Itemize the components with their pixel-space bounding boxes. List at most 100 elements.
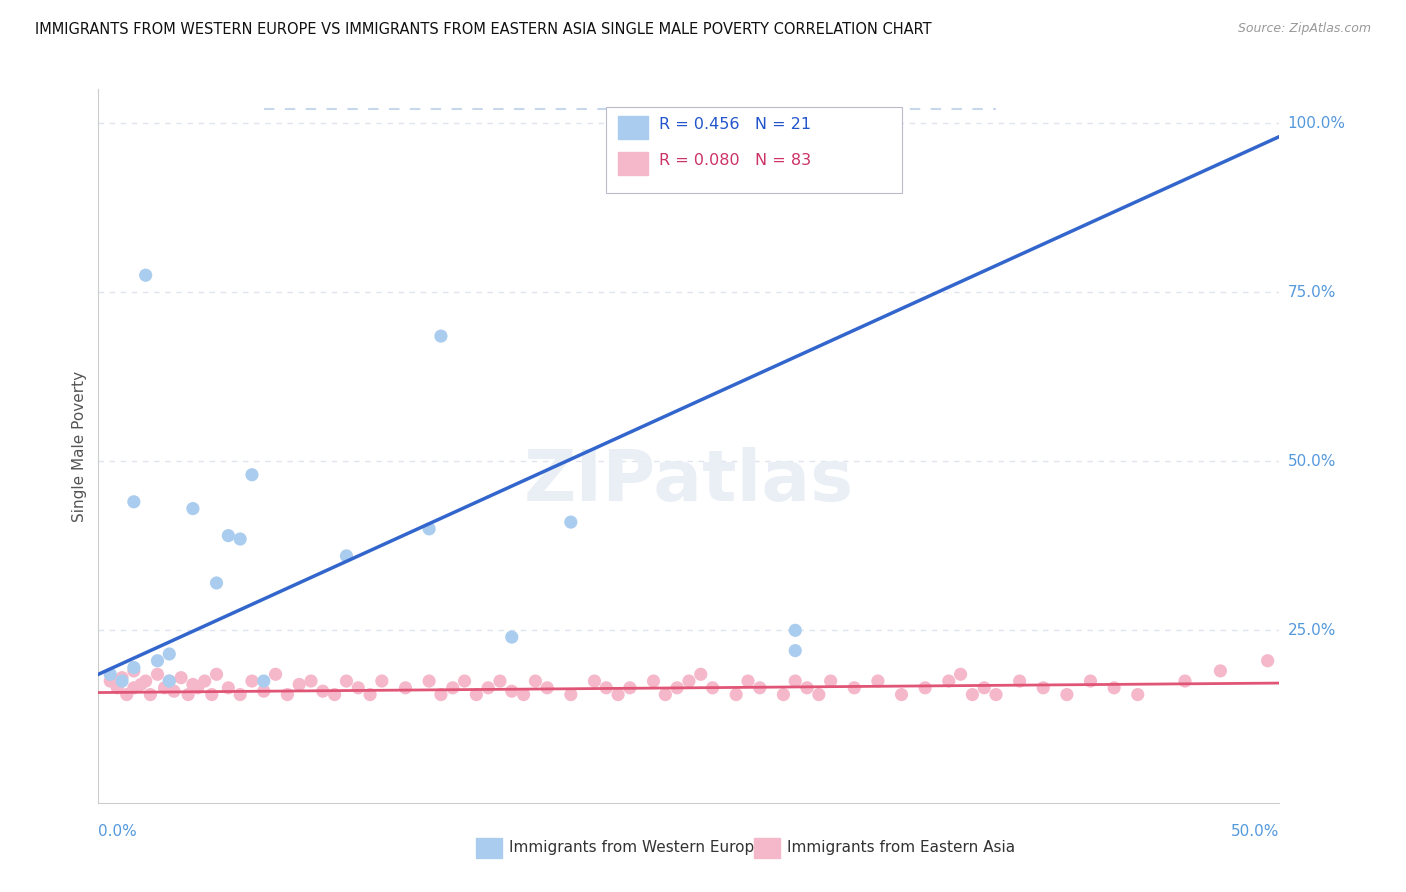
Point — [689, 667, 711, 681]
Point — [1032, 681, 1054, 695]
Point — [177, 688, 200, 702]
Point — [217, 528, 239, 542]
Point — [1209, 664, 1232, 678]
Point — [205, 667, 228, 681]
Point — [583, 674, 606, 689]
Point — [938, 674, 960, 689]
Text: R = 0.456   N = 21: R = 0.456 N = 21 — [659, 118, 811, 132]
Text: 25.0%: 25.0% — [1288, 623, 1336, 638]
Bar — [477, 838, 502, 858]
Point — [748, 681, 770, 695]
Point — [115, 688, 138, 702]
Point — [98, 667, 121, 681]
Point — [501, 684, 523, 698]
Point — [866, 674, 889, 689]
FancyBboxPatch shape — [606, 107, 901, 193]
Point — [1126, 688, 1149, 702]
Point — [1056, 688, 1078, 702]
Point — [1257, 654, 1279, 668]
Bar — [619, 116, 648, 139]
Point — [441, 681, 464, 695]
Point — [418, 522, 440, 536]
Text: 75.0%: 75.0% — [1288, 285, 1336, 300]
Point — [299, 674, 322, 689]
Point — [560, 688, 582, 702]
Point — [229, 532, 252, 546]
Point — [785, 624, 807, 638]
Point — [890, 688, 912, 702]
Point — [430, 688, 453, 702]
Point — [477, 681, 499, 695]
Point — [229, 688, 252, 702]
Point — [129, 677, 152, 691]
Point — [111, 674, 134, 689]
Point — [796, 681, 818, 695]
Point — [139, 688, 162, 702]
Point — [1008, 674, 1031, 689]
Point — [240, 467, 263, 482]
Text: 100.0%: 100.0% — [1288, 116, 1346, 130]
Point — [666, 681, 689, 695]
Point — [347, 681, 370, 695]
Point — [135, 268, 157, 283]
Text: 50.0%: 50.0% — [1288, 454, 1336, 468]
Point — [914, 681, 936, 695]
Text: 0.0%: 0.0% — [98, 824, 138, 839]
Point — [807, 688, 830, 702]
Text: ZIPatlas: ZIPatlas — [524, 447, 853, 516]
Point — [135, 674, 157, 689]
Point — [489, 674, 512, 689]
Point — [157, 674, 180, 689]
Bar — [754, 838, 780, 858]
Point — [524, 674, 547, 689]
Point — [335, 674, 357, 689]
Point — [312, 684, 335, 698]
Point — [962, 688, 984, 702]
Point — [323, 688, 346, 702]
Point — [678, 674, 700, 689]
Point — [465, 688, 488, 702]
Point — [560, 515, 582, 529]
Point — [984, 688, 1007, 702]
Point — [98, 674, 121, 689]
Point — [725, 688, 748, 702]
Point — [205, 576, 228, 591]
Point — [240, 674, 263, 689]
Text: Immigrants from Eastern Asia: Immigrants from Eastern Asia — [787, 840, 1015, 855]
Point — [1080, 674, 1102, 689]
Point — [702, 681, 724, 695]
Point — [536, 681, 558, 695]
Point — [501, 630, 523, 644]
Point — [820, 674, 842, 689]
Point — [288, 677, 311, 691]
Point — [122, 495, 145, 509]
Point — [512, 688, 534, 702]
Point — [163, 684, 186, 698]
Point — [181, 501, 204, 516]
Point — [394, 681, 416, 695]
Point — [146, 667, 169, 681]
Point — [264, 667, 287, 681]
Point — [844, 681, 866, 695]
Point — [453, 674, 475, 689]
Point — [430, 329, 453, 343]
Point — [973, 681, 995, 695]
Point — [122, 664, 145, 678]
Point — [253, 674, 276, 689]
Point — [111, 671, 134, 685]
Point — [654, 688, 676, 702]
Point — [1102, 681, 1125, 695]
Point — [146, 654, 169, 668]
Point — [157, 647, 180, 661]
Y-axis label: Single Male Poverty: Single Male Poverty — [72, 370, 87, 522]
Point — [122, 681, 145, 695]
Text: R = 0.080   N = 83: R = 0.080 N = 83 — [659, 153, 811, 168]
Point — [595, 681, 617, 695]
Point — [359, 688, 381, 702]
Text: Source: ZipAtlas.com: Source: ZipAtlas.com — [1237, 22, 1371, 36]
Point — [737, 674, 759, 689]
Point — [785, 643, 807, 657]
Point — [619, 681, 641, 695]
Point — [643, 674, 665, 689]
Point — [253, 684, 276, 698]
